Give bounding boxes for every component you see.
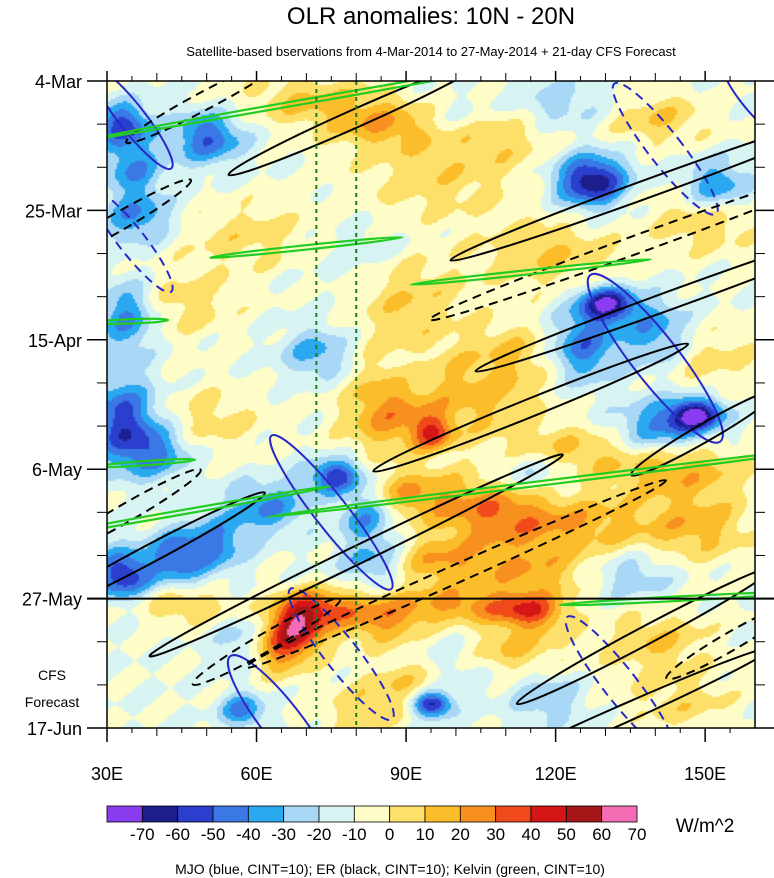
contour-er-neg-19 — [428, 161, 755, 322]
anomaly-field — [107, 81, 755, 728]
colorbar-swatch — [424, 805, 461, 823]
contour-kelvin-pos-27 — [409, 258, 652, 286]
colorbar-swatch — [247, 805, 285, 823]
y-axis: 4-Mar 25-Mar 15-Apr 6-May 27-May 17-Jun — [22, 72, 774, 739]
colorbar-swatch — [530, 805, 567, 823]
contour-mjo-pos-4 — [226, 654, 337, 728]
colorbar-swatch — [141, 805, 179, 823]
colorbar: -70 -60 -50 -40 -30 -20 -10 0 10 20 30 40 50 60 70 — [106, 805, 647, 844]
y-tick-label: 17-Jun — [27, 719, 82, 739]
colorbar-label: 70 — [628, 825, 647, 844]
colorbar-swatch — [565, 805, 603, 823]
x-tick-label: 60E — [241, 764, 273, 784]
contour-er-neg-21 — [107, 468, 202, 557]
y-tick-label: 15-Apr — [28, 331, 82, 351]
colorbar-swatch — [495, 805, 532, 823]
contour-mjo-neg-5 — [107, 189, 174, 294]
contour-mjo-neg-8 — [564, 615, 677, 728]
wave-legend-note: MJO (blue, CINT=10); ER (black, CINT=10)… — [175, 861, 605, 877]
contour-er-neg-20 — [107, 178, 193, 268]
colorbar-label: 20 — [451, 825, 470, 844]
forecast-label: CFS Forecast — [25, 667, 80, 710]
colorbar-label: 0 — [385, 825, 394, 844]
colorbar-label: 60 — [592, 825, 611, 844]
x-tick-label: 30E — [91, 764, 123, 784]
x-tick-label: 150E — [684, 764, 726, 784]
colorbar-label: 10 — [416, 825, 435, 844]
colorbar-swatch — [318, 805, 355, 823]
colorbar-label: -60 — [165, 825, 190, 844]
y-tick-label: 4-Mar — [35, 72, 82, 92]
chart-subtitle: Satellite-based bservations from 4-Mar-2… — [186, 44, 676, 59]
contour-er-pos-9 — [227, 81, 485, 177]
colorbar-swatch — [353, 805, 391, 823]
contour-mjo-pos-3 — [269, 433, 394, 591]
contour-er-neg-18 — [125, 81, 289, 144]
contour-kelvin-pos-28 — [107, 484, 332, 540]
colorbar-swatch — [212, 805, 249, 823]
colorbar-swatch — [177, 805, 214, 823]
colorbar-label: 50 — [557, 825, 576, 844]
contour-er-pos-11 — [474, 220, 755, 373]
y-tick-label: 6-May — [32, 460, 82, 480]
colorbar-swatch — [106, 805, 143, 823]
reference-lines — [87, 81, 774, 728]
colorbar-swatch — [601, 805, 638, 823]
colorbar-label: 30 — [486, 825, 505, 844]
contour-kelvin-pos-32 — [107, 457, 197, 469]
colorbar-swatch — [283, 805, 320, 823]
x-axis: 30E 60E 90E 120E 150E — [91, 71, 731, 784]
x-tick-label: 90E — [390, 764, 422, 784]
forecast-label-line-1: CFS — [38, 667, 66, 683]
contour-kelvin-pos-26 — [209, 235, 404, 259]
contour-er-pos-17 — [438, 646, 755, 728]
contour-kelvin-pos-30 — [558, 590, 755, 607]
colorbar-label: -10 — [342, 825, 367, 844]
colorbar-label: -40 — [236, 825, 261, 844]
contour-kelvin-pos-29 — [266, 445, 755, 519]
colorbar-label: -70 — [130, 825, 155, 844]
colorbar-label: -20 — [307, 825, 332, 844]
colorbar-swatch — [459, 805, 497, 823]
contour-mjo-neg-7 — [287, 587, 395, 722]
contour-er-neg-22 — [244, 479, 667, 669]
y-tick-label: 27-May — [22, 590, 82, 610]
contour-er-pos-12 — [372, 342, 690, 473]
x-tick-label: 120E — [535, 764, 577, 784]
contour-er-pos-14 — [107, 491, 266, 620]
contour-mjo-neg-6 — [611, 81, 719, 216]
contour-er-pos-15 — [148, 453, 564, 658]
contour-mjo-pos-0 — [107, 81, 174, 171]
wave-contours — [107, 81, 755, 728]
colorbar-label: -50 — [201, 825, 226, 844]
contour-er-pos-16 — [515, 565, 755, 706]
chart-title: OLR anomalies: 10N - 20N — [287, 3, 575, 30]
contour-kelvin-pos-31 — [107, 317, 170, 325]
colorbar-label: -30 — [271, 825, 296, 844]
contour-mjo-pos-1 — [718, 81, 755, 138]
contour-er-pos-10 — [449, 109, 755, 262]
contour-er-neg-24 — [665, 603, 755, 681]
colorbar-units: W/m^2 — [676, 816, 735, 837]
colorbar-swatch — [389, 805, 426, 823]
y-tick-label: 25-Mar — [25, 201, 82, 221]
forecast-label-line-2: Forecast — [25, 694, 80, 710]
colorbar-label: 40 — [522, 825, 541, 844]
